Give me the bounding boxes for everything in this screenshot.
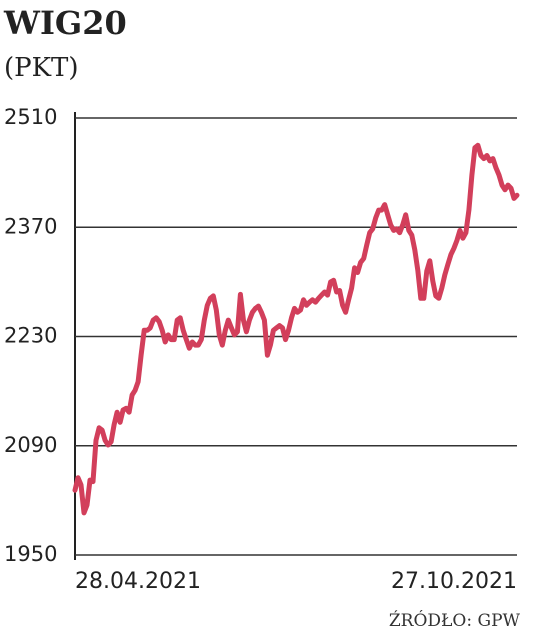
chart-title: WIG20	[3, 4, 127, 42]
x-tick-label: 28.04.2021	[75, 569, 201, 594]
chart-subtitle: (PKT)	[4, 53, 79, 83]
data-line	[72, 142, 520, 516]
y-tick-label: 2370	[4, 214, 57, 238]
y-tick-label: 2090	[4, 433, 57, 457]
y-tick-label: 1950	[4, 542, 57, 566]
source: ŹRÓDŁO: GPW	[389, 610, 521, 631]
y-tick-label: 2510	[4, 105, 57, 129]
y-tick-label: 2230	[4, 324, 57, 348]
x-tick-label: 27.10.2021	[391, 569, 517, 594]
